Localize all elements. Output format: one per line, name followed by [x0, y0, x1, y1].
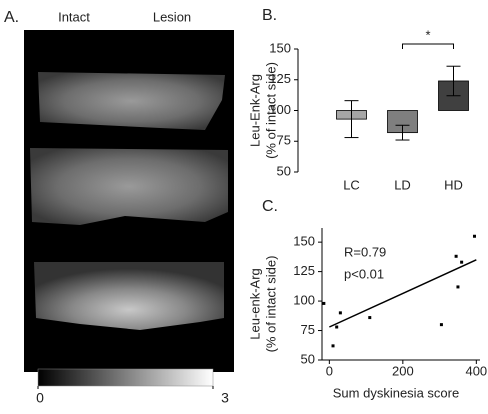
x-axis-label: Sum dyskinesia score	[333, 385, 459, 400]
colorbar-tick-label: 3	[221, 390, 229, 406]
point	[335, 325, 339, 329]
annotation: p<0.01	[344, 266, 384, 281]
y-tick-label: 50	[277, 163, 291, 178]
image-label: Intact	[58, 9, 90, 24]
point	[472, 234, 476, 238]
x-tick-label: LD	[394, 177, 411, 192]
y-tick-label: 75	[277, 133, 291, 148]
y-axis-label: Leu-Enk-Arg	[247, 74, 262, 147]
colorbar-tick-label: 0	[36, 390, 44, 406]
brain-section	[30, 148, 228, 225]
point	[454, 254, 458, 258]
point	[322, 301, 326, 305]
point	[368, 316, 372, 320]
fit-line	[329, 259, 477, 328]
y-axis-label: (% of intact side)	[263, 256, 278, 353]
point	[439, 323, 443, 327]
significance-label: *	[425, 27, 430, 42]
annotation: R=0.79	[344, 244, 386, 259]
y-tick-label: 100	[269, 102, 291, 117]
y-tick-label: 125	[293, 263, 315, 278]
panel-label: C.	[262, 198, 278, 215]
panel-label: B.	[262, 7, 277, 24]
point	[456, 285, 460, 289]
y-axis-label: (% of intact side)	[263, 62, 278, 159]
point	[338, 311, 342, 315]
y-tick-label: 100	[293, 293, 315, 308]
brain-section	[34, 262, 224, 330]
image-label: Lesion	[153, 9, 191, 24]
y-tick-label: 75	[301, 322, 315, 337]
point	[331, 344, 335, 348]
x-tick-label: LC	[343, 177, 360, 192]
x-tick-label: 200	[392, 363, 414, 378]
point	[460, 260, 464, 264]
significance-bracket	[402, 43, 454, 49]
panel-label: A.	[4, 9, 19, 26]
x-tick-label: 0	[326, 363, 333, 378]
x-tick-label: HD	[444, 177, 463, 192]
colorbar	[37, 368, 214, 387]
y-tick-label: 50	[301, 351, 315, 366]
y-tick-label: 150	[269, 40, 291, 55]
y-tick-label: 125	[269, 71, 291, 86]
y-tick-label: 150	[293, 234, 315, 249]
y-axis-label: Leu-enk-Arg	[247, 268, 262, 340]
x-tick-label: 400	[465, 363, 487, 378]
brain-section	[38, 72, 225, 130]
